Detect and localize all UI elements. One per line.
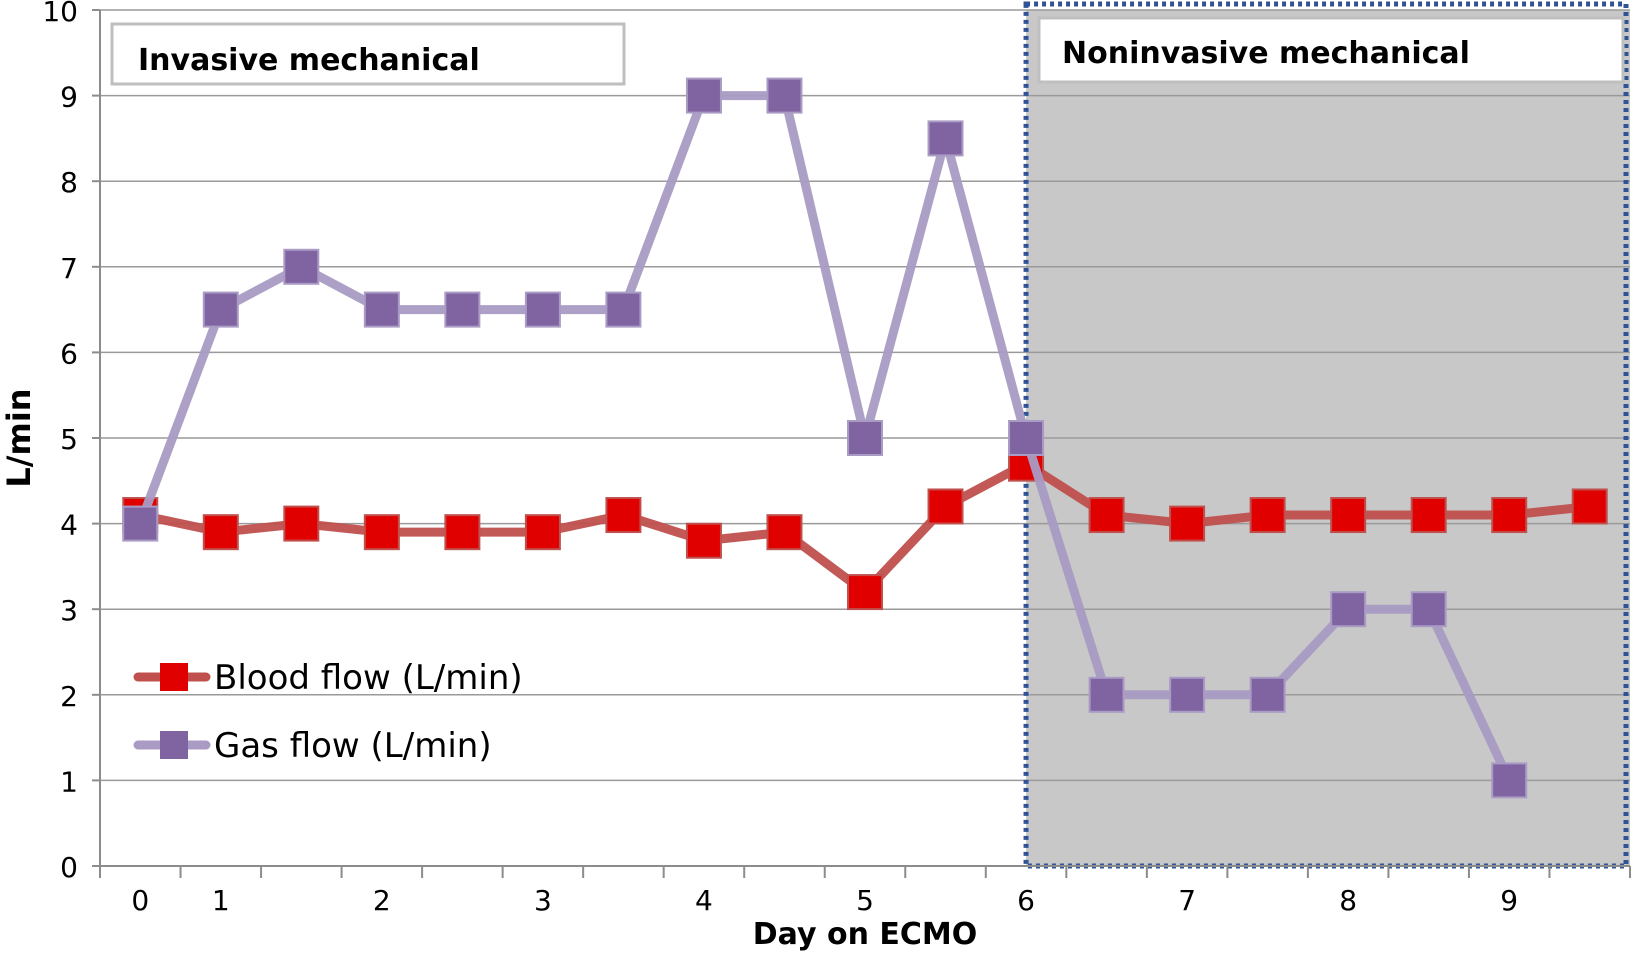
x-tick-label: 0	[131, 884, 149, 917]
data-point-marker	[1410, 497, 1447, 534]
x-tick-label: 9	[1500, 884, 1518, 917]
data-point-marker	[202, 291, 239, 328]
data-point-marker	[605, 497, 642, 534]
series-lines	[122, 77, 1608, 799]
legend: Blood flow (L/min) Gas flow (L/min)	[133, 658, 523, 766]
data-point-marker	[444, 514, 481, 551]
data-point-marker	[202, 514, 239, 551]
y-tick-label: 6	[60, 337, 78, 370]
legend-item-gas-flow: Gas flow (L/min)	[133, 726, 492, 766]
data-point-marker	[283, 505, 320, 542]
data-point-marker	[847, 574, 883, 611]
data-point-marker	[1088, 497, 1125, 534]
x-tick-label: 8	[1339, 884, 1357, 917]
legend-item-blood-flow: Blood flow (L/min)	[133, 658, 523, 698]
data-point-marker	[283, 248, 320, 285]
data-point-marker	[444, 291, 481, 328]
data-point-marker	[1491, 497, 1528, 534]
data-point-marker	[1169, 676, 1206, 713]
x-tick-label: 3	[534, 884, 552, 917]
data-point-marker	[1249, 497, 1286, 534]
y-tick-labels: 0 1 2 3 4 5 6 7 8 9 10	[42, 0, 78, 884]
x-tick-label: 4	[695, 884, 713, 917]
legend-label-blood-flow: Blood flow (L/min)	[214, 658, 523, 698]
data-point-marker	[847, 420, 883, 456]
x-tick-label: 5	[856, 884, 874, 917]
data-point-marker	[927, 488, 964, 525]
data-point-marker	[1491, 762, 1528, 799]
data-point-marker	[1088, 676, 1125, 713]
axes	[92, 9, 1631, 878]
data-point-marker	[766, 77, 803, 114]
data-point-marker	[363, 291, 400, 328]
legend-marker-gas-flow	[160, 731, 188, 759]
legend-label-gas-flow: Gas flow (L/min)	[214, 726, 492, 766]
y-tick-label: 7	[60, 252, 78, 285]
data-point-marker	[524, 514, 561, 551]
x-tick-label: 6	[1017, 884, 1035, 917]
noninvasive-label: Noninvasive mechanical	[1062, 36, 1470, 71]
invasive-annotation-box: Invasive mechanical	[110, 22, 626, 86]
data-point-marker	[1169, 505, 1206, 542]
data-point-marker	[605, 291, 642, 328]
y-tick-label: 10	[42, 0, 78, 28]
x-tick-label: 2	[373, 884, 391, 917]
gridlines	[100, 9, 1630, 867]
x-tick-labels: 0 1 2 3 4 5 6 7 8 9	[131, 884, 1518, 917]
data-point-marker	[1008, 420, 1045, 456]
data-point-marker	[363, 514, 400, 551]
y-tick-label: 9	[60, 81, 78, 114]
y-tick-label: 4	[60, 509, 78, 542]
y-axis-title: L/min	[0, 388, 38, 487]
data-point-marker	[1571, 488, 1608, 525]
y-tick-label: 3	[60, 594, 78, 627]
data-point-marker	[1249, 676, 1286, 713]
data-point-marker	[685, 77, 722, 114]
y-tick-label: 0	[60, 851, 78, 884]
noninvasive-annotation-box: Noninvasive mechanical	[1037, 16, 1625, 84]
invasive-label: Invasive mechanical	[138, 43, 480, 78]
data-point-marker	[524, 291, 561, 328]
data-point-marker	[766, 514, 803, 551]
y-tick-label: 2	[60, 680, 78, 713]
data-point-marker	[1330, 497, 1367, 534]
x-tick-label: 7	[1178, 884, 1196, 917]
y-tick-label: 1	[60, 765, 78, 798]
y-tick-label: 5	[60, 423, 78, 456]
x-axis-title: Day on ECMO	[753, 917, 978, 952]
data-point-marker	[685, 522, 722, 559]
series-gas-flow	[122, 77, 1528, 799]
y-tick-label: 8	[60, 166, 78, 199]
legend-marker-blood-flow	[160, 663, 188, 691]
data-point-marker	[1330, 591, 1367, 628]
x-tick-label: 1	[212, 884, 230, 917]
data-point-marker	[122, 505, 159, 542]
data-point-marker	[1410, 591, 1447, 628]
data-point-marker	[927, 120, 964, 157]
